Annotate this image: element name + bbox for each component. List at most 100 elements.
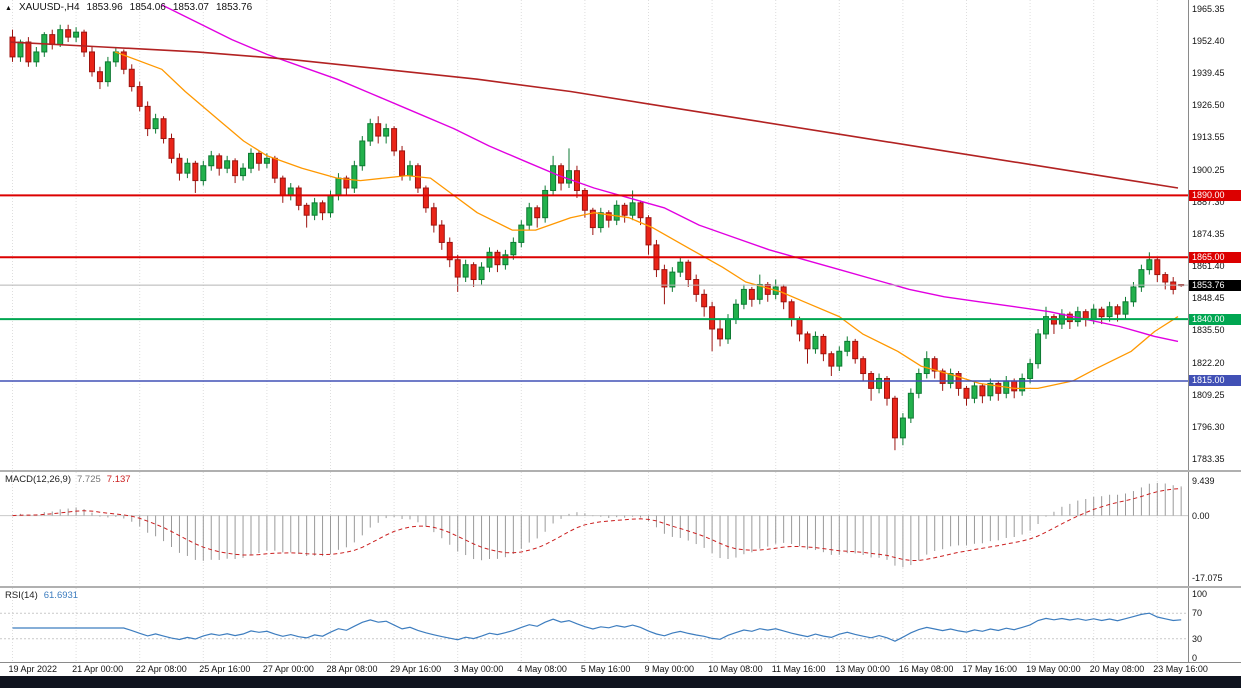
candle-up: [1090, 308, 1097, 320]
ohlc-low: 1853.07: [172, 2, 209, 13]
axis-label: 0: [1192, 653, 1198, 663]
candle-up: [351, 165, 358, 189]
candle-up: [184, 162, 191, 174]
candle-down: [1011, 380, 1018, 392]
candle-down: [558, 165, 565, 184]
time-axis-label: 11 May 16:00: [771, 664, 826, 674]
rsi-line: [12, 612, 1182, 642]
price-axis[interactable]: 1965.35 1952.40 1939.45 1926.50 1913.55 1900.…: [1188, 0, 1241, 663]
main-chart-canvas[interactable]: [0, 0, 1188, 470]
candle-down: [884, 377, 890, 399]
candle-down: [645, 217, 652, 246]
pane-separator-macd[interactable]: [0, 470, 1241, 472]
candle-down: [375, 123, 382, 137]
candle-up: [542, 189, 549, 219]
axis-label: 0.00: [1192, 510, 1210, 521]
axis-label: 100: [1192, 589, 1208, 599]
time-axis-label: 22 Apr 08:00: [135, 664, 187, 674]
candle-up: [907, 392, 914, 419]
macd-value-signal: 7.137: [106, 474, 131, 485]
time-axis-label: 9 May 00:00: [644, 664, 695, 674]
candle-down: [852, 340, 859, 360]
candle-up: [613, 204, 620, 221]
macd-canvas[interactable]: [0, 472, 1188, 586]
candle-up: [756, 283, 763, 300]
ohlc-high: 1854.06: [129, 2, 166, 13]
axis-label: 1965.35: [1192, 4, 1225, 15]
candle-up: [740, 288, 747, 305]
candle-up: [844, 340, 851, 352]
candle-up: [486, 251, 493, 268]
macd-value-main: 7.725: [77, 474, 101, 485]
candle-down: [1050, 316, 1057, 325]
macd-pane: MACD(12,26,9) 7.725 7.137: [0, 472, 1188, 586]
candle-down: [860, 358, 867, 375]
macd-label: MACD(12,26,9) 7.725 7.137: [5, 474, 131, 485]
candle-down: [1066, 313, 1073, 323]
candle-down: [295, 187, 302, 206]
candle-down: [621, 204, 628, 216]
candle-down: [573, 170, 580, 191]
candle-down: [939, 370, 946, 384]
candle-up: [104, 61, 111, 83]
price-badge: 1865.00: [1189, 251, 1241, 263]
candle-down: [303, 204, 310, 216]
candle-up: [812, 335, 819, 350]
ma-fast-orange: [114, 51, 1179, 390]
candle-down: [1170, 281, 1177, 290]
candle-up: [677, 261, 684, 273]
candle-up: [327, 194, 334, 214]
bottom-bar: [0, 676, 1241, 688]
candle-down: [446, 241, 453, 261]
symbol-period-label: XAUUSD-,H4: [18, 2, 80, 13]
time-axis-label: 13 May 00:00: [835, 664, 890, 674]
candle-up: [1043, 316, 1049, 335]
ma-slow-darkred: [9, 41, 1179, 189]
candle-down: [589, 209, 596, 229]
candle-down: [963, 387, 970, 399]
time-axis-label: 20 May 08:00: [1089, 664, 1145, 674]
candle-up: [971, 385, 978, 399]
time-axis[interactable]: 19 Apr 2022 21 Apr 00:00 22 Apr 08:00 25 Ap…: [0, 662, 1241, 676]
candle-down: [438, 224, 445, 243]
axis-label: 1796.30: [1192, 422, 1225, 433]
candle-down: [271, 157, 278, 179]
ohlc-close: 1853.76: [215, 2, 253, 13]
candle-up: [518, 224, 525, 243]
time-axis-label: 29 Apr 16:00: [390, 664, 442, 674]
candle-down: [581, 189, 588, 211]
time-axis-label: 4 May 08:00: [517, 664, 567, 674]
candle-up: [367, 123, 374, 142]
candle-down: [176, 157, 183, 174]
candle-up: [263, 157, 270, 164]
candle-down: [828, 353, 835, 367]
candle-down: [685, 261, 692, 281]
candle-down: [717, 328, 724, 340]
candle-up: [526, 207, 533, 226]
candle-down: [1114, 306, 1121, 315]
candle-up: [311, 202, 318, 216]
candle-up: [836, 350, 843, 367]
candle-up: [510, 241, 517, 256]
candle-down: [979, 385, 986, 397]
axis-label: 1874.35: [1192, 229, 1225, 240]
candle-down: [1082, 311, 1089, 320]
time-axis-label: 21 Apr 00:00: [72, 664, 124, 674]
symbol-marker-icon: ▲: [5, 5, 12, 12]
price-badge: 1840.00: [1189, 313, 1241, 325]
time-axis-label: 28 Apr 08:00: [326, 664, 378, 674]
candle-down: [168, 138, 175, 159]
rsi-canvas[interactable]: [0, 588, 1188, 662]
candle-down: [9, 36, 16, 58]
candle-down: [25, 41, 32, 63]
candle-down: [804, 333, 811, 350]
candle-up: [1035, 333, 1042, 365]
time-axis-label: 10 May 08:00: [708, 664, 763, 674]
candle-up: [152, 118, 159, 130]
candle-down: [422, 187, 429, 209]
candle-up: [33, 51, 40, 63]
ma-mid-magenta: [161, 4, 1179, 343]
candle-up: [383, 128, 390, 137]
pane-separator-rsi[interactable]: [0, 586, 1241, 588]
